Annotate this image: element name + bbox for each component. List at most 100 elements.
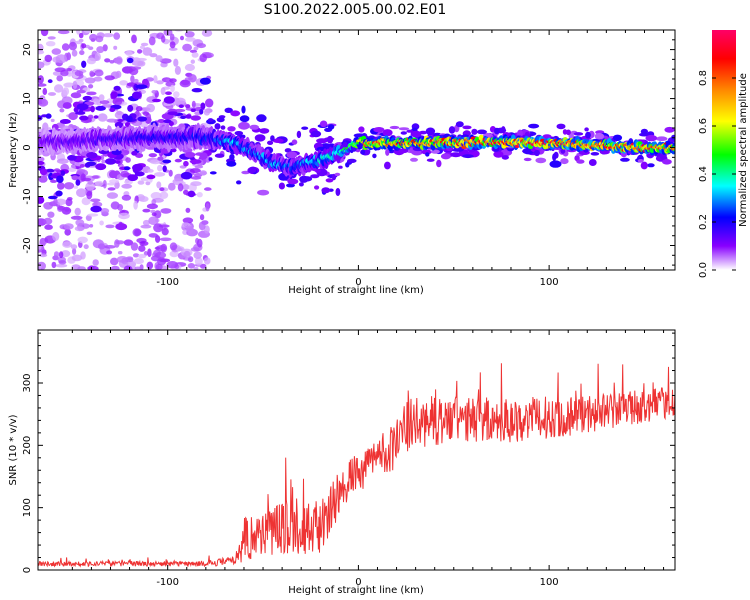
noise-blob [139,45,146,50]
spectral-blob [216,117,225,123]
noise-blob [93,76,103,82]
noise-blob [58,260,67,265]
spectral-blob [398,127,410,131]
noise-blob [161,35,166,43]
noise-blob [154,210,162,219]
noise-blob [97,113,108,122]
spectral-blob [523,157,532,162]
noise-blob [38,156,45,162]
noise-blob [76,188,87,198]
noise-blob [161,227,169,236]
spectral-blob [360,149,365,155]
noise-blob [123,265,133,270]
noise-blob [75,40,83,45]
spectral-blob [321,187,331,194]
spectral-blob [57,182,65,190]
noise-blob [89,33,98,42]
noise-blob [115,56,123,65]
noise-blob [72,247,77,255]
spectral-blob [284,148,292,153]
noise-blob [146,261,154,270]
spectrogram-ytick-label: 20 [22,43,33,56]
noise-blob [87,213,99,217]
noise-blob [62,241,73,248]
spectral-blob [327,124,335,130]
spectral-blob [86,91,97,96]
spectral-blob [126,57,134,64]
colorbar-tick-label: 0.4 [698,166,709,182]
noise-blob [78,32,84,39]
noise-blob [85,44,90,49]
noise-blob [169,250,179,258]
noise-blob [70,244,78,250]
noise-blob [97,243,106,250]
spectral-blob [167,111,179,116]
noise-blob [92,259,99,266]
noise-blob [53,198,58,205]
noise-blob [203,109,211,116]
colorbar-tick-label: 0.0 [698,262,709,278]
noise-blob [125,157,131,163]
spectral-blob [368,135,375,140]
spectral-blob [450,152,462,158]
snr-ylabel: SNR (10 * v/v) [8,414,19,485]
noise-blob [102,33,114,38]
noise-blob [185,225,194,233]
spectral-blob [373,127,385,133]
noise-blob [109,60,115,64]
spectral-blob [584,127,589,132]
spectral-blob [76,89,86,94]
noise-blob [71,49,78,57]
noise-blob [151,212,157,217]
noise-blob [87,114,94,120]
spectral-blob [109,107,116,113]
noise-blob [42,87,48,96]
spectral-blob [60,170,66,176]
spectral-blob [286,151,298,159]
noise-blob [50,118,55,123]
spectral-blob [40,168,48,176]
spectral-blob [180,171,193,180]
spectral-blob [382,129,393,137]
spectrogram-ytick-label: -20 [22,237,33,253]
noise-blob [189,168,201,174]
spectral-blob [462,125,472,130]
noise-blob [199,170,207,176]
spectral-blob [535,157,547,164]
noise-blob [182,184,190,191]
spectral-blob [241,105,246,114]
spectral-blob [67,154,77,161]
spectral-blob [85,161,97,167]
noise-blob [193,46,199,51]
noise-blob [146,103,156,113]
noise-blob [81,197,91,206]
noise-blob [184,77,193,81]
noise-blob [151,90,157,94]
noise-blob [115,70,122,78]
colorbar-gradient [712,30,736,270]
spectral-blob [640,161,648,170]
spectral-blob [319,120,328,128]
spectral-blob [117,119,124,122]
spectral-blob [455,121,464,128]
noise-blob [132,228,142,237]
spectral-blob [227,126,236,132]
spectral-blob [199,152,208,160]
noise-blob [118,212,130,220]
spectral-blob [249,124,259,130]
noise-blob [75,219,85,227]
noise-blob [107,187,116,191]
spectral-blob [76,103,89,111]
noise-blob [54,84,64,93]
noise-blob [133,78,139,84]
noise-blob [159,191,169,199]
spectral-blob [90,105,95,113]
noise-blob [106,250,113,255]
spectral-blob [425,127,436,136]
spectral-blob [207,118,214,122]
noise-blob [81,43,87,49]
spectral-blob [55,190,63,197]
noise-blob [88,84,94,89]
spectral-blob [109,170,118,179]
